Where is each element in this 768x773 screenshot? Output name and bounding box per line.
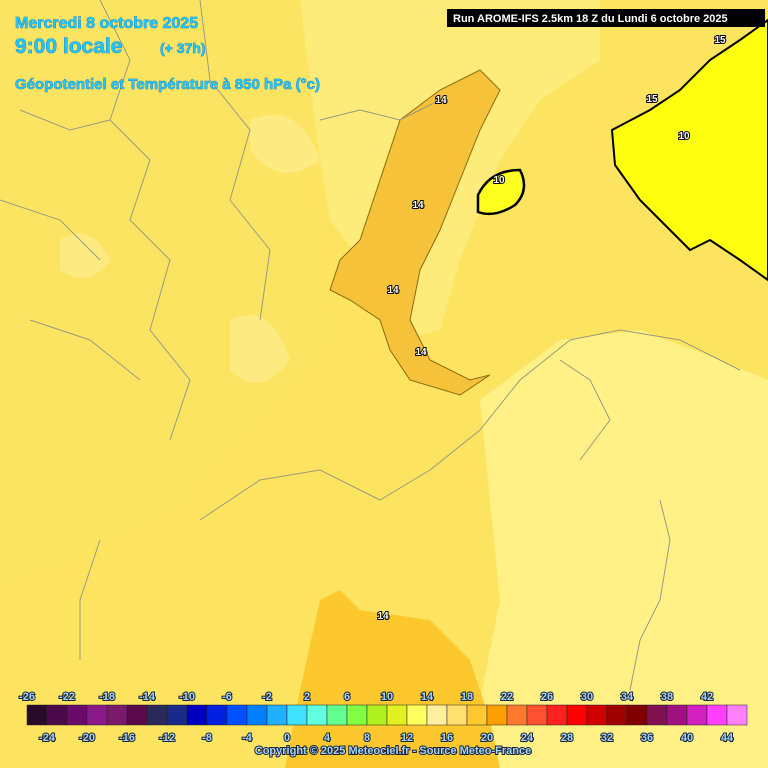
legend-tick-top: 26 (541, 691, 553, 703)
borders (0, 0, 741, 691)
legend-tick-bottom: 12 (401, 732, 413, 744)
legend-tick-bottom: 32 (601, 732, 613, 744)
legend-tick-bottom: 36 (641, 732, 653, 744)
legend-swatch (326, 704, 348, 726)
legend-tick-bottom: -20 (79, 732, 95, 744)
contour-label: 14 (412, 200, 424, 211)
legend-tick-top: -6 (222, 691, 232, 703)
legend-tick-top: 14 (421, 691, 434, 703)
legend-swatch (686, 704, 708, 726)
legend-tick-bottom: -12 (159, 732, 175, 744)
legend-tick-bottom: 0 (284, 732, 290, 744)
run-title: Run AROME-IFS 2.5km 18 Z du Lundi 6 octo… (453, 13, 728, 25)
legend-swatch (366, 704, 388, 726)
legend-tick-bottom: 4 (324, 732, 331, 744)
legend-tick-top: -18 (99, 691, 115, 703)
legend-swatch (406, 704, 428, 726)
legend-swatch (546, 704, 568, 726)
legend-tick-bottom: -24 (39, 732, 56, 744)
legend-swatch (166, 704, 188, 726)
legend-swatch (306, 704, 328, 726)
light-patch (60, 115, 320, 383)
contour-label: 15 (714, 35, 726, 46)
legend-tick-top: 2 (304, 691, 310, 703)
legend-tick-top: 42 (701, 691, 713, 703)
legend-tick-top: -26 (19, 691, 35, 703)
legend-swatch (606, 704, 628, 726)
legend-tick-bottom: 40 (681, 732, 693, 744)
contour-label: 14 (387, 285, 399, 296)
legend-swatch (426, 704, 448, 726)
legend-swatch (506, 704, 528, 726)
legend-swatch (86, 704, 108, 726)
legend-swatch (286, 704, 308, 726)
color-legend: -26 -22 -18 -14 -10 -6 -2 2 6 10 14 18 22 26 30 34 38 42-… (18, 690, 748, 745)
legend-swatch (626, 704, 648, 726)
copyright: Copyright © 2025 Meteociel.fr - Source M… (255, 745, 531, 757)
legend-swatch (466, 704, 488, 726)
legend-swatch (706, 704, 728, 726)
cold-contour (476, 168, 526, 216)
legend-tick-bottom: 8 (364, 732, 370, 744)
legend-swatch (186, 704, 208, 726)
legend-tick-bottom: 44 (721, 732, 734, 744)
legend-tick-bottom: 20 (481, 732, 493, 744)
legend-swatch (666, 704, 688, 726)
legend-tick-bottom: 16 (441, 732, 453, 744)
legend-swatch (386, 704, 408, 726)
legend-tick-top: 38 (661, 691, 673, 703)
legend-tick-bottom: -4 (242, 732, 253, 744)
legend-tick-top: -2 (262, 691, 272, 703)
time-title: 9:00 locale (15, 35, 122, 58)
legend-swatch (26, 704, 48, 726)
legend-tick-top: 22 (501, 691, 513, 703)
contour-label: 14 (377, 611, 389, 622)
legend-swatch (486, 704, 508, 726)
lead-time: (+ 37h) (160, 40, 206, 56)
contour-label: 14 (435, 95, 447, 106)
legend-tick-top: 18 (461, 691, 473, 703)
contour-label: 15 (646, 94, 658, 105)
run-box (447, 9, 765, 27)
land-area (0, 0, 450, 580)
warm-zone (329, 69, 501, 396)
legend-swatch (526, 704, 548, 726)
legend-swatch (146, 704, 168, 726)
legend-swatch (646, 704, 668, 726)
legend-tick-bottom: -8 (202, 732, 212, 744)
legend-swatch (246, 704, 268, 726)
legend-tick-top: 10 (381, 691, 393, 703)
contour-labels: 14 14 14 14 14 10 10 15 15 (376, 34, 727, 623)
legend-swatch (726, 704, 748, 726)
legend-swatch (346, 704, 368, 726)
contour-label: 10 (678, 131, 690, 142)
legend-tick-top: -10 (179, 691, 195, 703)
legend-tick-top: 34 (621, 691, 634, 703)
cold-zone (610, 18, 768, 282)
legend-swatch (586, 704, 608, 726)
legend-swatch (266, 704, 288, 726)
legend-swatch (66, 704, 88, 726)
legend-swatch (206, 704, 228, 726)
legend-swatch (106, 704, 128, 726)
legend-tick-top: 6 (344, 691, 350, 703)
contour-label: 10 (493, 175, 505, 186)
light-area (480, 330, 768, 768)
legend-tick-top: -22 (59, 691, 75, 703)
date-title: Mercredi 8 octobre 2025 (15, 15, 198, 32)
legend-tick-top: 30 (581, 691, 593, 703)
field-title: Géopotentiel et Température à 850 hPa (°… (15, 76, 320, 93)
legend-tick-bottom: 24 (521, 732, 534, 744)
legend-swatch (446, 704, 468, 726)
legend-swatch (126, 704, 148, 726)
legend-swatch (566, 704, 588, 726)
legend-tick-bottom: -16 (119, 732, 135, 744)
legend-tick-top: -14 (139, 691, 156, 703)
legend-swatch (226, 704, 248, 726)
contour-label: 14 (415, 347, 427, 358)
legend-tick-bottom: 28 (561, 732, 573, 744)
legend-swatch (46, 704, 68, 726)
